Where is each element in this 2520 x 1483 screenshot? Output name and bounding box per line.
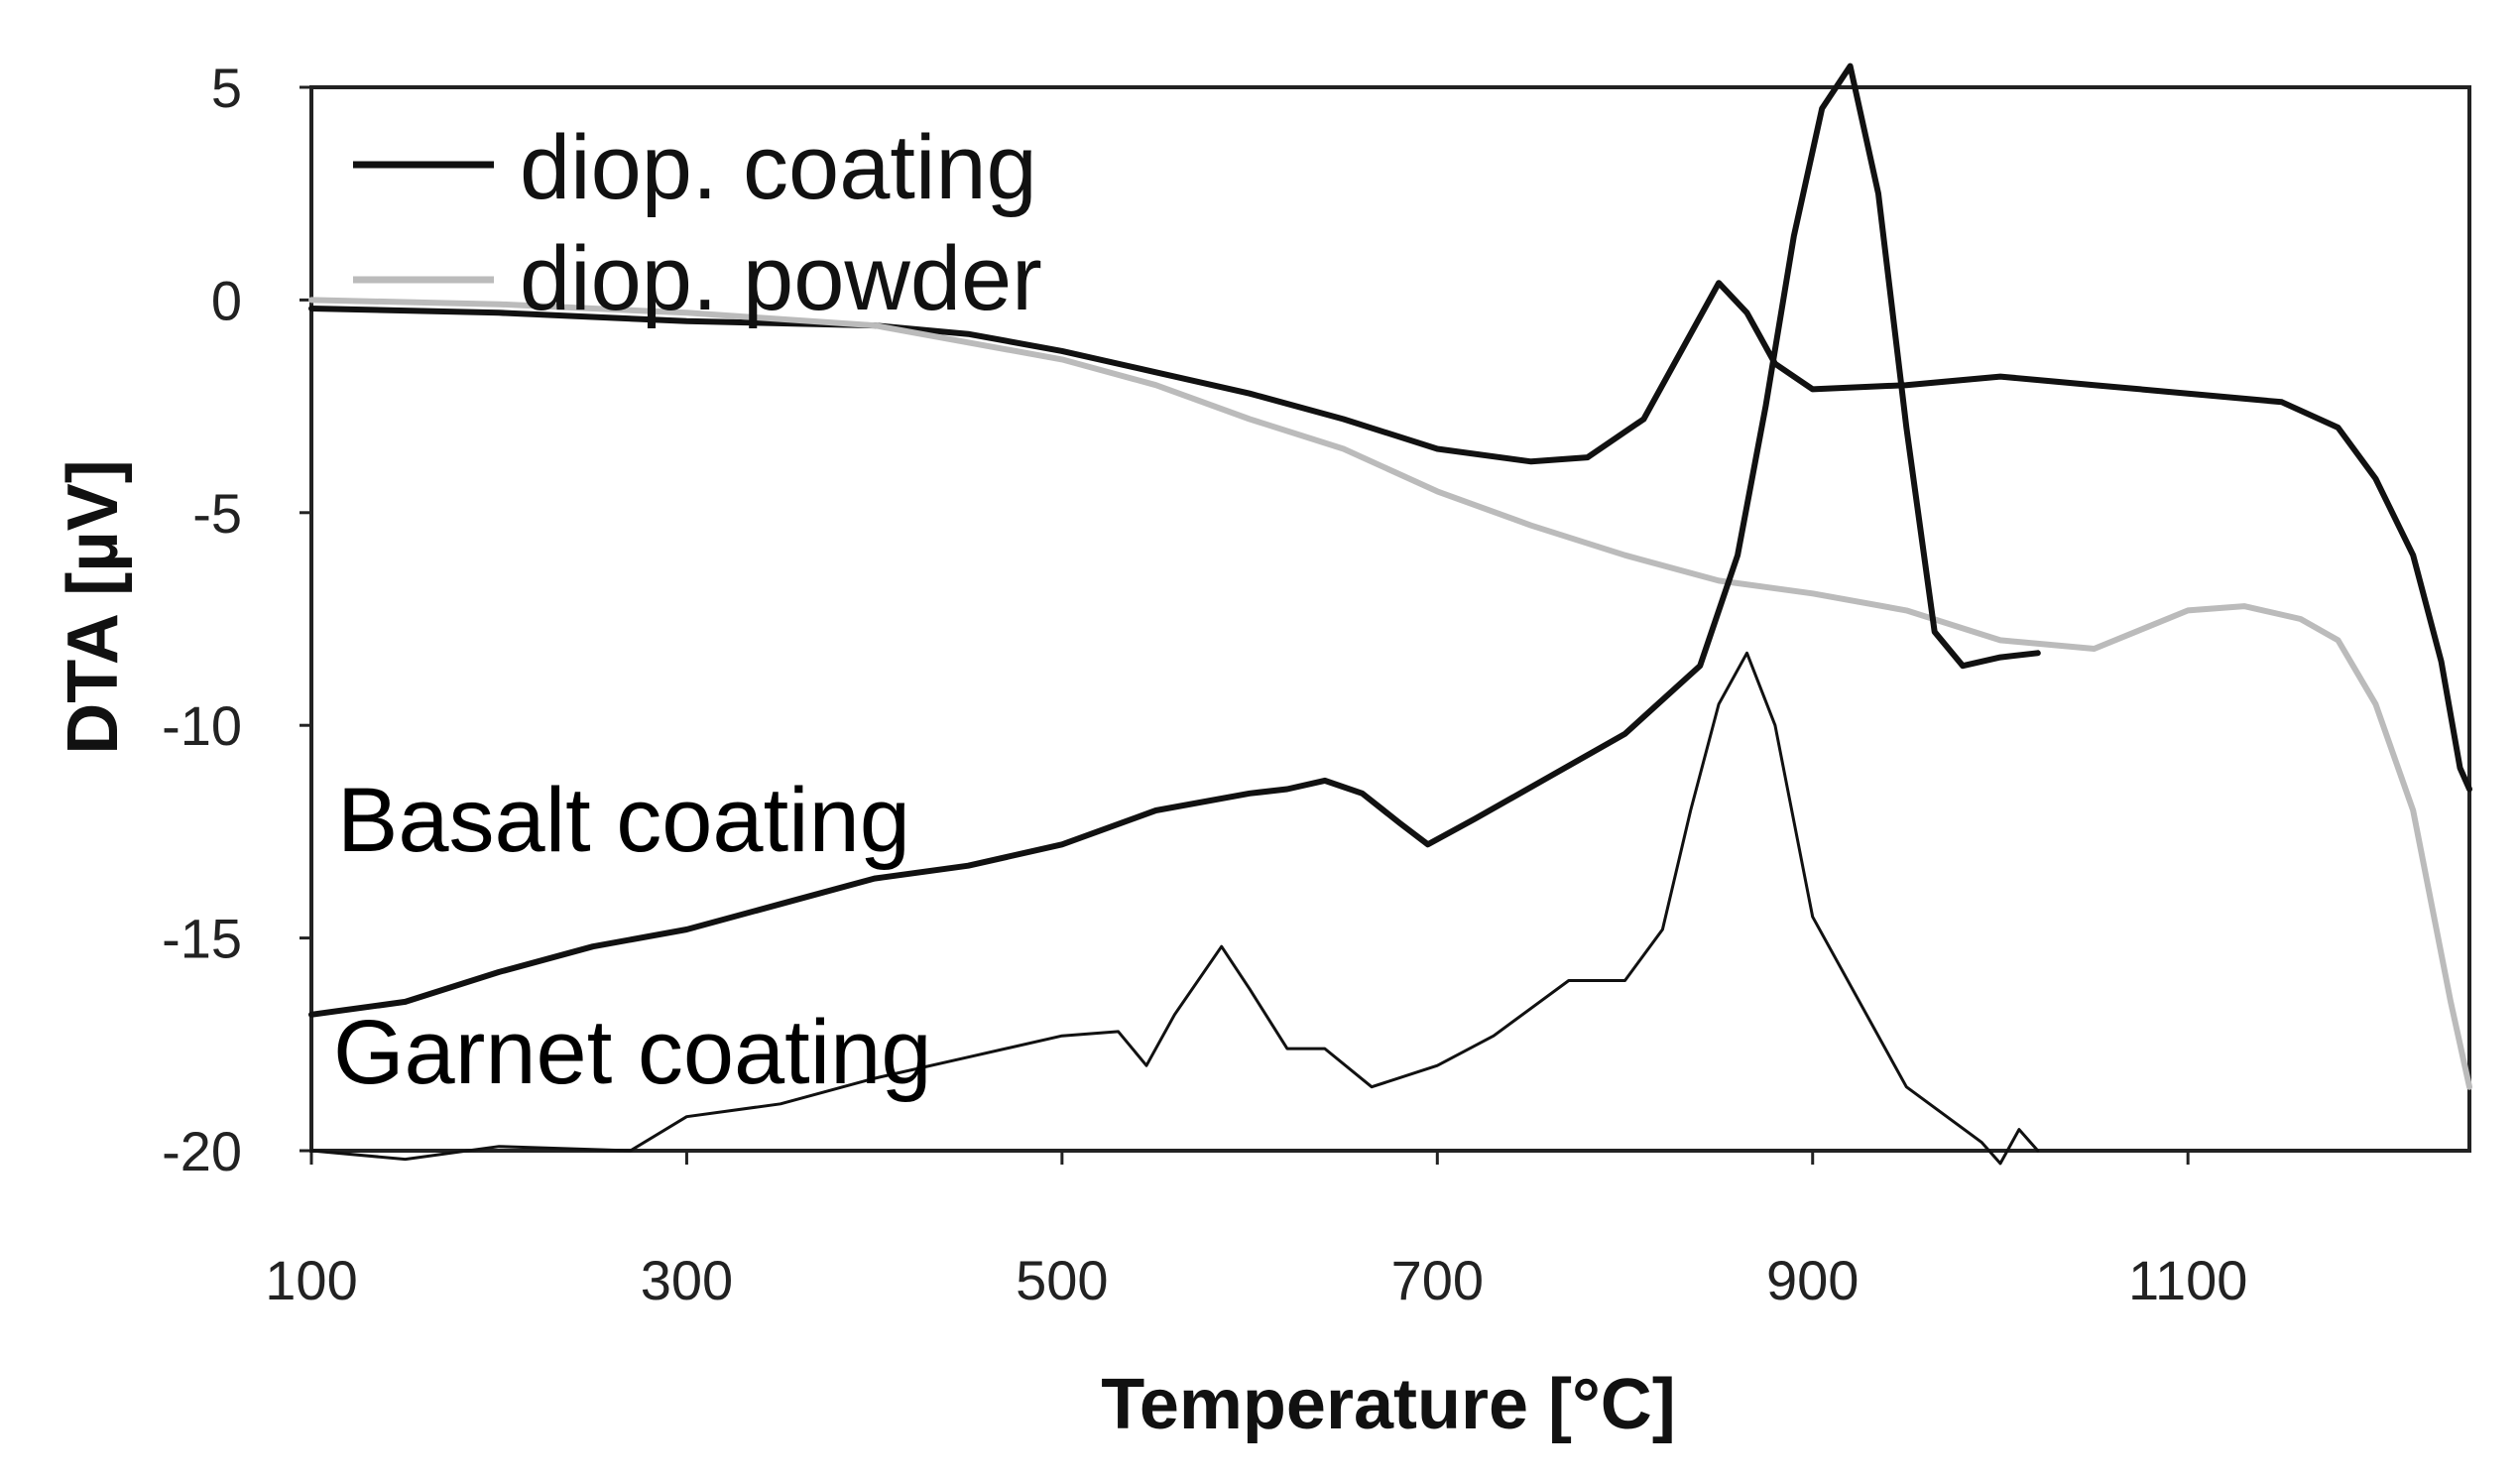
x-tick-label: 900 [1766, 1249, 1859, 1311]
x-tick-label: 700 [1391, 1249, 1484, 1311]
series-lines [308, 62, 2472, 1166]
series-line-diop-coating [308, 280, 2472, 793]
legend: diop. coating diop. powder [353, 117, 1042, 329]
legend-label-diop-coating: diop. coating [520, 117, 1037, 218]
y-axis-title: DTA [µV] [54, 459, 133, 754]
x-tick-labels: 100 300 500 700 900 1100 [265, 1249, 2247, 1311]
annotation-garnet-coating: Garnet coating [333, 1002, 931, 1103]
x-tick-label: 300 [641, 1249, 733, 1311]
y-tick-label: -10 [162, 694, 242, 757]
y-tick-labels: 5 0 -5 -10 -15 -20 [162, 57, 242, 1182]
series-line-garnet-coating [309, 651, 2040, 1166]
series-line-basalt-coating [308, 62, 2041, 1018]
y-tick-label: -15 [162, 908, 242, 970]
annotation-basalt-coating: Basalt coating [337, 770, 910, 871]
plot-area [309, 85, 2471, 1153]
y-tick-label: 5 [211, 57, 242, 119]
x-tick-label: 1100 [2128, 1249, 2247, 1311]
legend-label-diop-powder: diop. powder [520, 228, 1042, 329]
y-tick-label: 0 [211, 269, 242, 331]
x-tick-label: 100 [265, 1249, 357, 1311]
y-tick-label: -20 [162, 1120, 242, 1182]
tick-marks [300, 85, 2190, 1165]
x-axis-title: Temperature [°C] [1101, 1365, 1676, 1444]
series-line-diop-powder [308, 297, 2472, 1090]
y-tick-label: -5 [192, 482, 242, 545]
x-tick-label: 500 [1016, 1249, 1108, 1311]
